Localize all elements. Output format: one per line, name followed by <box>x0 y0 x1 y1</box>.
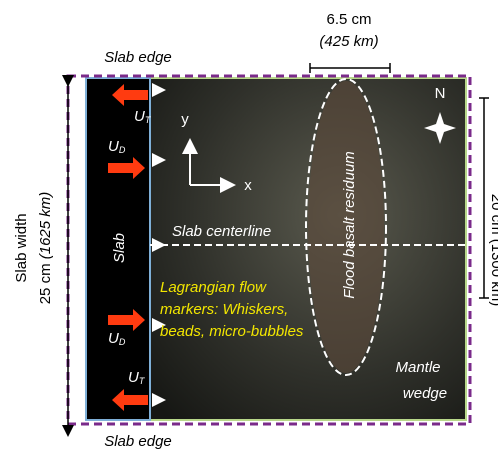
slab-edge-label: Slab edge <box>104 49 172 66</box>
markers-line: markers: Whiskers, <box>160 301 288 318</box>
symbol: U <box>108 138 119 155</box>
slab-label: Slab <box>111 233 128 263</box>
scale-bar <box>310 63 390 73</box>
subscript: D <box>119 145 126 155</box>
markers-line: Lagrangian flow <box>160 279 267 296</box>
right-bar <box>479 98 489 298</box>
symbol: U <box>108 330 119 347</box>
centerline-label: Slab centerline <box>172 223 271 240</box>
scale-length: 6.5 cm <box>326 11 371 28</box>
slab-edge-label: Slab edge <box>104 433 172 450</box>
residuum-label: Flood basalt residuum <box>341 151 358 299</box>
length: 25 cm <box>37 263 54 304</box>
equivalent: (1625 km) <box>37 192 54 260</box>
y-label: y <box>181 111 189 128</box>
subscript: D <box>119 337 126 347</box>
markers-line: beads, micro-bubbles <box>160 323 304 340</box>
slab-width-value: 25 cm (1625 km) <box>37 192 54 305</box>
mantle-wedge: Mantle <box>395 359 440 376</box>
symbol: U <box>128 369 139 386</box>
x-label: x <box>244 177 252 194</box>
scale-equivalent: (425 km) <box>319 33 378 50</box>
slab-width-label: Slab width <box>13 213 30 282</box>
mantle-wedge: wedge <box>403 385 447 402</box>
symbol: U <box>134 108 145 125</box>
compass-n: N <box>435 85 446 102</box>
right-dimension: 20 cm (1300 km) <box>488 194 498 307</box>
figure: 6.5 cm (425 km) Slab edge Slab edge Slab… <box>0 0 498 454</box>
